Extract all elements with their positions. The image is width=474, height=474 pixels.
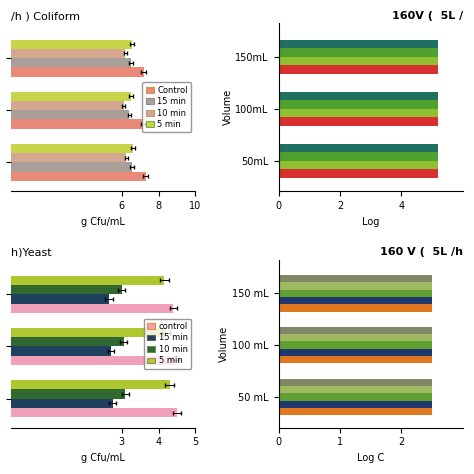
Text: h)Yeast: h)Yeast: [11, 247, 52, 257]
Bar: [11, 337, 124, 346]
Bar: [279, 297, 432, 304]
Bar: [11, 389, 126, 399]
Bar: [11, 356, 175, 365]
Bar: [279, 48, 438, 57]
Bar: [11, 346, 110, 356]
Bar: [11, 380, 170, 389]
Bar: [11, 58, 131, 67]
Y-axis label: Volume: Volume: [222, 89, 233, 126]
Text: 160V (  5L /: 160V ( 5L /: [392, 11, 463, 21]
Bar: [279, 349, 432, 356]
Bar: [279, 100, 438, 109]
Bar: [279, 65, 438, 74]
Bar: [11, 39, 132, 49]
Text: 160 V (  5L /h: 160 V ( 5L /h: [380, 247, 463, 257]
Bar: [279, 275, 432, 282]
Bar: [279, 144, 438, 152]
Y-axis label: Volume: Volume: [219, 326, 229, 362]
X-axis label: g Cfu/mL: g Cfu/mL: [82, 453, 125, 463]
Bar: [11, 328, 166, 337]
Bar: [279, 401, 432, 408]
Bar: [11, 399, 112, 408]
Bar: [11, 101, 124, 110]
Bar: [279, 334, 432, 341]
Bar: [11, 119, 143, 129]
Bar: [279, 304, 432, 311]
Bar: [279, 290, 432, 297]
X-axis label: Log C: Log C: [357, 453, 384, 463]
Bar: [279, 327, 432, 334]
Bar: [11, 67, 144, 77]
Bar: [11, 408, 177, 417]
Bar: [11, 162, 132, 172]
Legend: control, 15 min, 10 min, 5 min: control, 15 min, 10 min, 5 min: [144, 319, 191, 369]
Bar: [279, 356, 432, 364]
Bar: [279, 40, 438, 48]
X-axis label: g Cfu/mL: g Cfu/mL: [82, 217, 125, 227]
Bar: [279, 57, 438, 65]
Bar: [279, 109, 438, 118]
Bar: [11, 276, 164, 285]
Bar: [279, 393, 432, 401]
Bar: [11, 304, 173, 313]
Bar: [279, 161, 438, 169]
Bar: [11, 285, 122, 294]
Bar: [279, 408, 432, 415]
Bar: [11, 91, 131, 101]
Bar: [11, 49, 126, 58]
Bar: [279, 152, 438, 161]
Bar: [11, 144, 133, 153]
Bar: [279, 282, 432, 290]
Bar: [279, 341, 432, 349]
Bar: [279, 379, 432, 386]
Bar: [279, 169, 438, 178]
Bar: [11, 172, 146, 181]
Bar: [11, 110, 129, 119]
Bar: [279, 91, 438, 100]
Bar: [279, 118, 438, 126]
Bar: [11, 294, 109, 304]
X-axis label: Log: Log: [362, 217, 379, 227]
Legend: Control, 15 min, 10 min, 5 min: Control, 15 min, 10 min, 5 min: [143, 82, 191, 132]
Bar: [279, 386, 432, 393]
Bar: [11, 153, 127, 162]
Text: /h ) Coliform: /h ) Coliform: [11, 11, 80, 21]
